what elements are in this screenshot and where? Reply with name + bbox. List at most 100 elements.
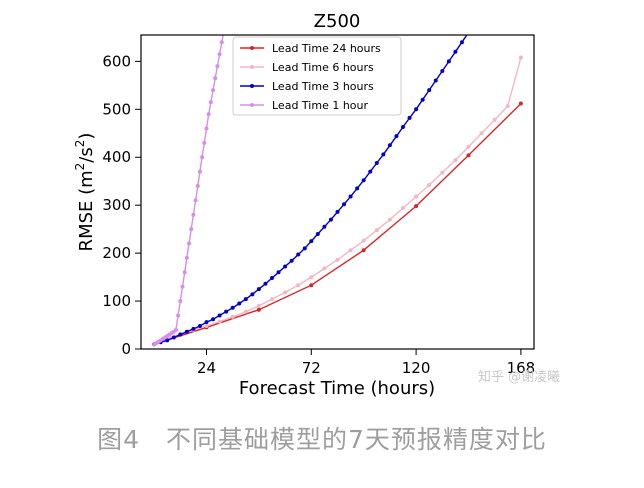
- legend-label: Lead Time 3 hours: [272, 80, 374, 93]
- data-point: [211, 88, 216, 93]
- data-point: [276, 270, 281, 275]
- data-point: [342, 202, 347, 207]
- data-point: [374, 228, 379, 233]
- data-point: [213, 76, 218, 81]
- data-point: [217, 313, 222, 318]
- data-point: [315, 231, 320, 236]
- data-point: [459, 40, 464, 45]
- series-layer: [152, 16, 523, 347]
- data-point: [355, 186, 360, 191]
- data-point: [204, 126, 209, 131]
- data-point: [348, 194, 353, 199]
- data-point: [309, 275, 314, 280]
- data-point: [200, 155, 205, 160]
- data-point: [224, 16, 228, 20]
- data-point: [479, 131, 484, 136]
- legend-entry: Lead Time 6 hours: [240, 61, 374, 74]
- data-point: [401, 206, 405, 211]
- data-point: [206, 112, 211, 117]
- data-point: [230, 314, 235, 319]
- data-point: [394, 134, 399, 139]
- legend-marker: [250, 84, 254, 88]
- data-point: [420, 97, 425, 102]
- data-point: [197, 169, 202, 174]
- series-3: [152, 21, 477, 347]
- data-point: [178, 299, 183, 304]
- x-axis: 24 72 120 168: [197, 349, 535, 377]
- data-point: [270, 276, 274, 281]
- data-point: [171, 335, 176, 340]
- data-point: [374, 160, 379, 165]
- data-point: [518, 55, 523, 60]
- data-point: [322, 266, 327, 271]
- data-point: [191, 212, 196, 217]
- data-point: [407, 115, 412, 120]
- data-point: [505, 103, 510, 108]
- data-point: [328, 217, 333, 222]
- data-point: [204, 320, 209, 325]
- data-point: [184, 329, 189, 334]
- legend: Lead Time 24 hours Lead Time 6 hours Lead …: [232, 36, 402, 116]
- data-point: [197, 323, 202, 328]
- data-point: [518, 101, 523, 106]
- data-point: [427, 88, 432, 93]
- series-4: [152, 16, 228, 347]
- data-point: [208, 100, 213, 105]
- legend-entry: Lead Time 1 hour: [240, 99, 369, 112]
- data-point: [187, 241, 192, 246]
- data-point: [335, 257, 340, 262]
- data-point: [165, 338, 170, 343]
- data-point: [309, 239, 314, 244]
- y-axis-label: RMSE (m2/s2): [73, 133, 97, 252]
- data-point: [222, 28, 226, 32]
- data-point: [243, 297, 248, 302]
- data-point: [387, 217, 392, 222]
- data-point: [191, 326, 196, 331]
- legend-marker: [250, 65, 254, 69]
- data-point: [283, 290, 288, 295]
- data-point: [466, 153, 471, 158]
- x-tick-label: 72: [302, 359, 321, 377]
- data-point: [446, 59, 451, 64]
- data-point: [387, 143, 392, 148]
- data-point: [256, 303, 261, 308]
- y-tick-label: 300: [102, 196, 131, 214]
- data-point: [256, 287, 261, 292]
- y-tick-label: 200: [102, 244, 131, 262]
- legend-entry: Lead Time 24 hours: [240, 42, 381, 55]
- series-2: [152, 55, 523, 347]
- data-point: [180, 284, 185, 289]
- series-line: [153, 35, 224, 345]
- data-point: [189, 227, 194, 232]
- data-point: [466, 144, 471, 149]
- data-point: [361, 248, 366, 253]
- data-point: [182, 270, 187, 275]
- data-point: [473, 21, 477, 25]
- data-point: [414, 194, 419, 199]
- chart-title: Z500: [314, 11, 361, 32]
- data-point: [217, 319, 222, 324]
- y-axis: 0 100 200 300 400 500 600: [102, 52, 141, 358]
- data-point: [492, 117, 497, 122]
- data-point: [440, 170, 445, 175]
- data-point: [184, 255, 189, 260]
- data-point: [414, 107, 419, 112]
- data-point: [283, 264, 288, 269]
- plot-frame: [140, 34, 535, 350]
- y-tick-label: 600: [102, 52, 131, 70]
- watermark: 知乎 @谢凌曦: [478, 370, 561, 385]
- series-line: [153, 103, 522, 345]
- data-point: [289, 258, 294, 263]
- data-point: [453, 158, 458, 163]
- data-point: [202, 140, 207, 145]
- series-1: [152, 101, 523, 347]
- data-point: [335, 209, 340, 214]
- figure-caption: 图4 不同基础模型的7天预报精度对比: [97, 425, 547, 454]
- data-point: [414, 204, 419, 209]
- legend-marker: [250, 103, 254, 107]
- data-point: [440, 68, 445, 73]
- data-point: [427, 183, 432, 188]
- data-point: [217, 52, 222, 57]
- data-point: [250, 292, 255, 297]
- legend-marker: [250, 46, 254, 50]
